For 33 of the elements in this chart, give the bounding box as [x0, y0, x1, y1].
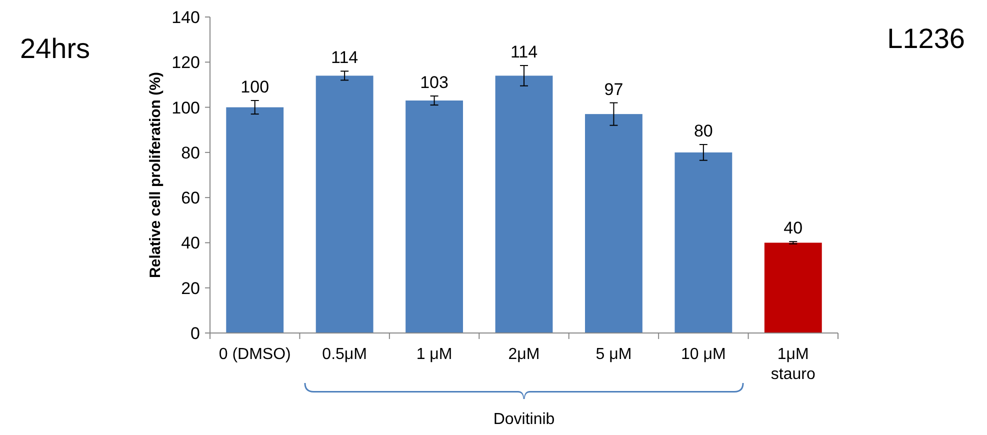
x-tick-label: 1μM stauro: [770, 346, 816, 383]
data-label: 40: [784, 218, 803, 238]
data-label: 97: [604, 80, 624, 99]
y-tick-label: 60: [181, 188, 200, 208]
x-tick-label: 0.5μM: [322, 346, 367, 363]
y-tick-label: 100: [172, 98, 200, 118]
text: Dovitinib: [493, 411, 555, 428]
x-tick-label: 0 (DMSO): [218, 346, 291, 363]
y-tick-label: 20: [181, 278, 200, 298]
x-tick-label: 10 μM: [681, 346, 726, 363]
bar: [764, 242, 822, 333]
data-label: 100: [240, 78, 270, 97]
x-tick-label: 2μM: [508, 346, 540, 363]
data-label: 114: [510, 42, 538, 62]
bar: [226, 107, 284, 333]
bar: [406, 100, 463, 333]
data-label: 80: [694, 122, 713, 141]
data-label: 103: [420, 73, 448, 92]
y-tick-label: 140: [172, 8, 200, 27]
text: 24hrs: [20, 33, 90, 64]
bar: [585, 114, 642, 333]
data-label: 114: [331, 48, 358, 68]
x-tick-label: 1 μM: [416, 346, 452, 363]
y-tick-label: 120: [172, 53, 200, 72]
y-tick-label: 80: [181, 143, 200, 162]
y-tick-label: 40: [181, 234, 200, 253]
bar: [674, 152, 732, 333]
text: L1236: [887, 23, 965, 54]
y-axis-title: Relative cell proliferation (%): [147, 72, 164, 278]
x-tick-label: 5 μM: [596, 346, 632, 363]
bar: [316, 76, 374, 333]
bar: [495, 76, 553, 333]
y-tick-label: 0: [190, 324, 200, 343]
